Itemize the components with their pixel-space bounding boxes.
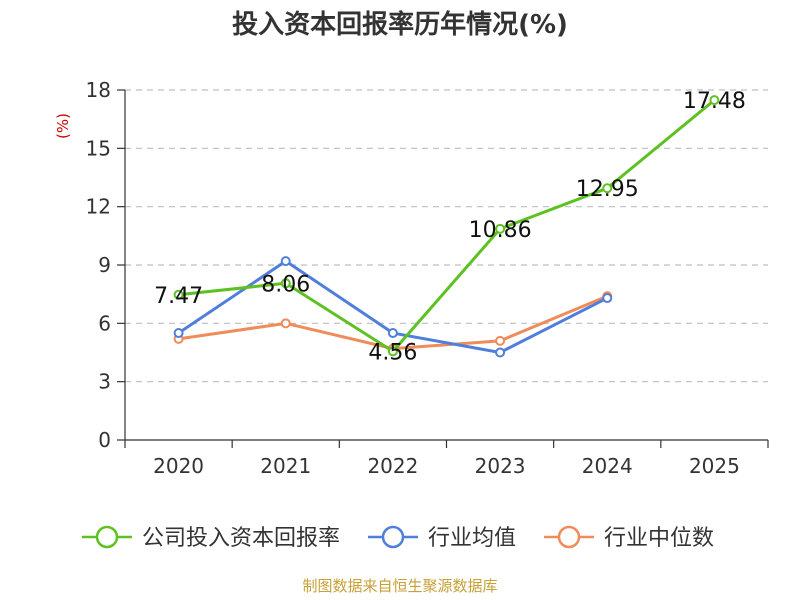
legend-marker <box>557 525 581 549</box>
data-label: 7.47 <box>154 284 203 309</box>
grid-lines <box>125 89 768 383</box>
data-labels: 7.47 8.06 4.56 10.86 12.95 17.48 <box>154 89 746 365</box>
x-tick-label: 2022 <box>367 454 418 478</box>
y-tick-label: 15 <box>86 136 111 160</box>
y-tick-label: 18 <box>86 78 111 102</box>
series-1 <box>173 256 613 358</box>
legend[interactable]: 公司投入资本回报率 行业均值 行业中位数 <box>82 525 714 551</box>
legend-item[interactable]: 公司投入资本回报率 <box>82 525 340 551</box>
data-point <box>280 278 291 289</box>
data-point <box>173 328 184 339</box>
y-tick-label: 12 <box>86 195 111 219</box>
legend-label: 行业均值 <box>428 526 516 551</box>
legend-label: 公司投入资本回报率 <box>142 526 340 551</box>
data-point <box>495 223 506 234</box>
axes: 0 3 6 9 12 15 18 2020 2021 2022 2023 2024 2025 <box>86 78 769 478</box>
y-tick-label: 3 <box>98 370 111 394</box>
data-label: 4.56 <box>368 340 417 365</box>
y-tick-label: 0 <box>98 428 111 452</box>
data-point <box>387 328 398 339</box>
data-label: 17.48 <box>683 89 746 114</box>
data-point <box>602 293 613 304</box>
series-line <box>177 259 608 354</box>
data-point <box>387 346 398 357</box>
data-point <box>280 318 291 329</box>
data-point <box>280 256 291 267</box>
x-tick-label: 2024 <box>582 454 633 478</box>
legend-marker <box>381 525 405 549</box>
data-point <box>602 183 613 194</box>
legend-label: 行业中位数 <box>604 526 714 551</box>
chart-title: 投入资本回报率历年情况(%) <box>232 9 568 40</box>
data-label: 10.86 <box>469 218 532 243</box>
legend-item[interactable]: 行业中位数 <box>544 525 714 551</box>
series-lines <box>173 95 720 358</box>
x-tick-label: 2021 <box>260 454 311 478</box>
data-point <box>173 289 184 300</box>
data-source-note: 制图数据来自恒生聚源数据库 <box>302 577 497 595</box>
series-line <box>178 98 716 353</box>
data-point <box>709 95 720 106</box>
legend-marker <box>95 525 119 549</box>
data-point <box>495 347 506 358</box>
legend-item[interactable]: 行业均值 <box>368 525 516 551</box>
series-0 <box>173 95 720 357</box>
x-tick-label: 2020 <box>153 454 204 478</box>
data-point <box>495 335 506 346</box>
y-tick-label: 9 <box>98 253 111 277</box>
y-axis-unit-label: (%) <box>54 113 72 139</box>
x-tick-label: 2023 <box>475 454 526 478</box>
data-label: 12.95 <box>576 177 639 202</box>
data-label: 8.06 <box>261 272 310 297</box>
x-tick-label: 2025 <box>689 454 740 478</box>
y-tick-label: 6 <box>98 311 111 335</box>
